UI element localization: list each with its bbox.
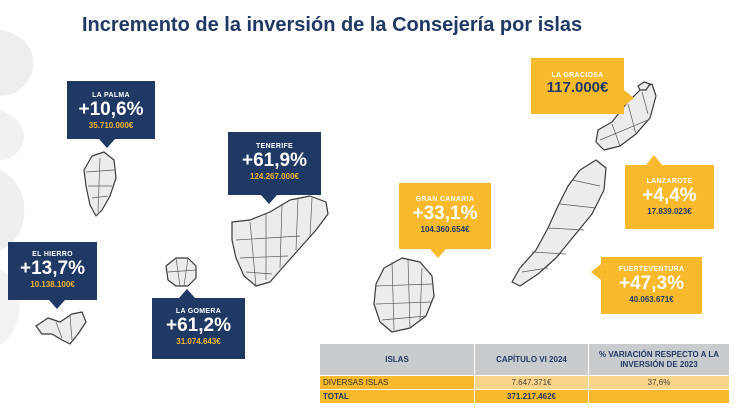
island-name: LANZAROTE	[646, 178, 693, 185]
table-cell: 7.647.371€	[474, 375, 589, 390]
table-cell: 37,6%	[588, 375, 730, 390]
table-cell: DIVERSAS ISLAS	[319, 375, 475, 390]
table-row-total: TOTAL 371.217.462€	[319, 389, 730, 404]
la-graciosa-card: LA GRACIOSA 117.000€	[531, 58, 624, 114]
table-header-row: ISLAS CAPÍTULO VI 2024 % VARIACIÓN RESPE…	[319, 343, 730, 376]
island-percent: +4,4%	[642, 185, 697, 206]
island-amount: 31.074.643€	[176, 337, 221, 346]
la-gomera-card: LA GOMERA +61,2% 31.074.643€	[152, 298, 245, 359]
island-name: GRAN CANARIA	[415, 196, 475, 203]
island-amount: 124.267.000€	[250, 172, 299, 181]
la-gomera-pointer	[179, 289, 195, 298]
column-header-islas: ISLAS	[319, 343, 475, 376]
fuerteventura-shape	[511, 159, 607, 287]
island-name: EL HIERRO	[32, 251, 73, 258]
island-percent: +61,9%	[242, 150, 307, 171]
el-hierro-shape	[35, 311, 87, 345]
island-percent: +10,6%	[78, 99, 144, 120]
island-name: FUERTEVENTURA	[618, 266, 685, 273]
la-palma-shape	[83, 151, 117, 217]
gran-canaria-shape	[373, 257, 435, 333]
el-hierro-card: EL HIERRO +13,7% 10.138.100€	[8, 242, 97, 300]
island-amount: 10.138.100€	[30, 280, 75, 289]
la-graciosa-shape	[637, 81, 651, 91]
table-cell: TOTAL	[319, 389, 475, 404]
gran-canaria-pointer	[430, 249, 446, 258]
island-name: LA GOMERA	[175, 308, 222, 315]
island-percent: +13,7%	[20, 258, 85, 279]
island-amount: 104.360.654€	[420, 225, 470, 234]
island-percent: +33,1%	[412, 203, 478, 224]
table-cell: 371.217.462€	[474, 389, 589, 404]
la-palma-pointer	[99, 139, 115, 148]
fuerteventura-pointer	[591, 264, 601, 280]
table-cell	[588, 389, 730, 404]
lanzarote-pointer	[646, 155, 662, 165]
island-amount: 17.839.023€	[647, 207, 692, 216]
island-amount: 40.063.671€	[629, 295, 674, 304]
fuerteventura-card: FUERTEVENTURA +47,3% 40.063.671€	[601, 257, 702, 314]
tenerife-pointer	[261, 195, 277, 204]
island-name: LA PALMA	[92, 92, 130, 99]
tenerife-card: TENERIFE +61,9% 124.267.000€	[228, 132, 321, 195]
investment-table: ISLAS CAPÍTULO VI 2024 % VARIACIÓN RESPE…	[319, 343, 730, 404]
table-row: DIVERSAS ISLAS 7.647.371€ 37,6%	[319, 375, 730, 390]
island-name: LA GRACIOSA	[551, 72, 604, 79]
island-percent: +47,3%	[619, 273, 684, 294]
island-amount: 35.710.000€	[88, 121, 134, 130]
island-percent: +61,2%	[166, 315, 231, 336]
la-graciosa-pointer	[624, 90, 634, 106]
la-palma-card: LA PALMA +10,6% 35.710.000€	[67, 81, 155, 139]
column-header-capitulo: CAPÍTULO VI 2024	[474, 343, 589, 376]
island-amount: 117.000€	[546, 79, 609, 96]
island-name: TENERIFE	[255, 143, 293, 150]
tenerife-shape	[231, 195, 329, 287]
el-hierro-pointer	[49, 300, 65, 309]
page-title: Incremento de la inversión de la Conseje…	[82, 14, 583, 36]
la-gomera-shape	[165, 257, 197, 287]
column-header-variacion: % VARIACIÓN RESPECTO A LA INVERSIÓN DE 2…	[588, 343, 730, 376]
lanzarote-card: LANZAROTE +4,4% 17.839.023€	[625, 165, 714, 229]
decorative-logo-shapes	[0, 30, 34, 345]
gran-canaria-card: GRAN CANARIA +33,1% 104.360.654€	[399, 183, 491, 249]
